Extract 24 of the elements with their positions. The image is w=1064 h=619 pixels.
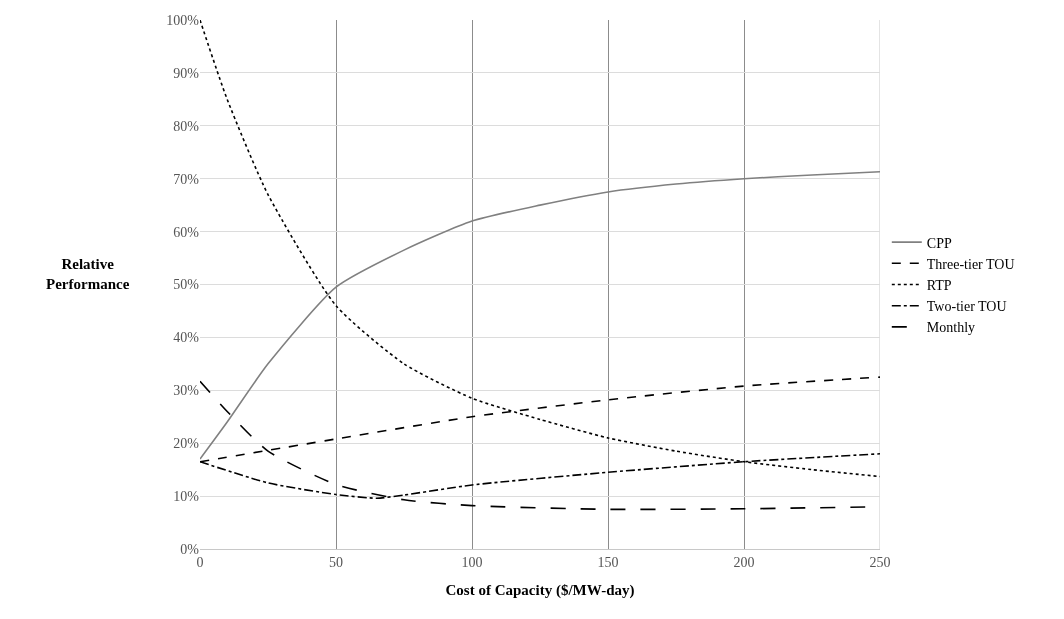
- x-axis-title: Cost of Capacity ($/MW-day): [445, 581, 635, 599]
- legend-label: Two-tier TOU: [926, 299, 1007, 315]
- x-tick-label: 150: [597, 554, 619, 570]
- y-tick-label: 100%: [166, 12, 200, 28]
- legend-label: Monthly: [926, 320, 976, 336]
- y-tick-label: 90%: [173, 65, 200, 81]
- y-tick-label: 30%: [173, 383, 200, 399]
- x-tick-label: 250: [869, 554, 891, 570]
- legend-label: CPP: [926, 235, 952, 251]
- y-tick-label: 70%: [173, 171, 200, 187]
- x-tick-label: 100: [461, 554, 483, 570]
- y-tick-label: 40%: [173, 330, 200, 346]
- y-tick-label: 20%: [173, 436, 200, 452]
- y-tick-label: 50%: [173, 277, 200, 293]
- x-tick-label: 50: [329, 554, 343, 570]
- x-tick-label: 200: [733, 554, 755, 570]
- x-tick-label: 0: [196, 554, 204, 570]
- y-tick-label: 10%: [173, 489, 200, 504]
- legend-label: Three-tier TOU: [926, 256, 1015, 272]
- y-axis-title: Relative Performance: [46, 256, 130, 292]
- y-tick-label: 60%: [173, 224, 200, 240]
- y-tick-label: 0%: [180, 541, 200, 557]
- y-tick-label: 80%: [173, 118, 200, 134]
- legend-label: RTP: [926, 277, 952, 293]
